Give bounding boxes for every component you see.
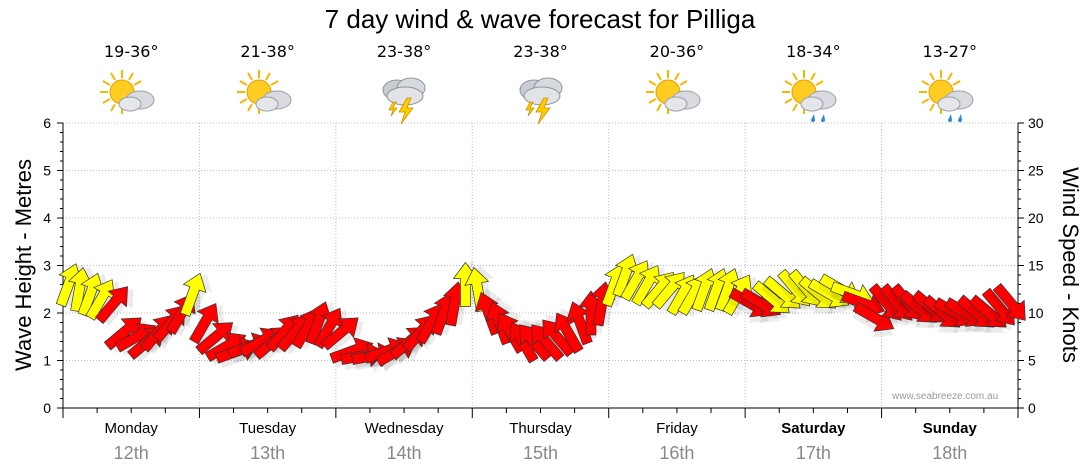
temperature-range: 13-27°: [922, 42, 978, 61]
wind-arrow: [989, 282, 1026, 326]
y-tick-label-left: 3: [43, 258, 51, 274]
chart-title: 7 day wind & wave forecast for Pilliga: [324, 4, 756, 34]
day-name: Saturday: [781, 420, 846, 437]
wind-arrow: [189, 302, 225, 346]
temperature-range: 21-38°: [240, 42, 295, 61]
y-tick-label-right: 5: [1028, 353, 1036, 369]
y-tick-label-left: 4: [43, 210, 51, 226]
sun-cloud-icon: [96, 66, 166, 126]
y-tick-label-right: 0: [1028, 400, 1036, 416]
day-date: 16th: [659, 443, 695, 463]
y-tick-label-left: 2: [43, 305, 51, 321]
temperature-range: 19-36°: [103, 42, 159, 61]
day-date: 18th: [932, 443, 968, 463]
y-tick-label-right: 20: [1028, 210, 1044, 226]
wind-arrow: [95, 286, 134, 326]
y-tick-label-right: 30: [1028, 115, 1044, 131]
wind-arrow: [320, 317, 364, 354]
thunderstorm-icon: [369, 66, 439, 126]
sun-cloud-icon: [642, 66, 712, 126]
temperature-range: 23-38°: [376, 42, 432, 61]
y-tick-label-right: 10: [1028, 305, 1044, 321]
day-date: 12th: [113, 443, 149, 463]
day-date: 14th: [386, 443, 422, 463]
y-tick-label-left: 0: [43, 400, 51, 416]
day-date: 17th: [795, 443, 831, 463]
y-tick-label-left: 1: [43, 353, 51, 369]
day-name: Thursday: [509, 420, 572, 437]
credit-text: www.seabreeze.com.au: [892, 391, 999, 402]
y-tick-label-left: 5: [43, 163, 51, 179]
day-name: Sunday: [922, 420, 977, 437]
temperature-range: 18-34°: [786, 42, 841, 61]
sun-cloud-icon: [233, 66, 303, 126]
temperature-range: 20-36°: [649, 42, 705, 61]
sun-cloud-rain-icon: [915, 66, 985, 126]
day-name: Wednesday: [364, 420, 444, 437]
day-date: 13th: [250, 443, 286, 463]
wind-arrow: [179, 272, 213, 317]
y-tick-label-right: 15: [1028, 258, 1044, 274]
thunderstorm-icon: [506, 66, 576, 126]
sun-cloud-rain-icon: [778, 66, 848, 126]
day-name: Friday: [656, 420, 698, 437]
y-tick-label-right: 25: [1028, 163, 1044, 179]
y-tick-label-left: 6: [43, 115, 51, 131]
wind-arrow: [553, 308, 588, 355]
day-date: 15th: [522, 443, 559, 463]
day-name: Monday: [104, 420, 158, 437]
temperature-range: 23-38°: [513, 42, 568, 61]
day-name: Tuesday: [239, 420, 297, 437]
